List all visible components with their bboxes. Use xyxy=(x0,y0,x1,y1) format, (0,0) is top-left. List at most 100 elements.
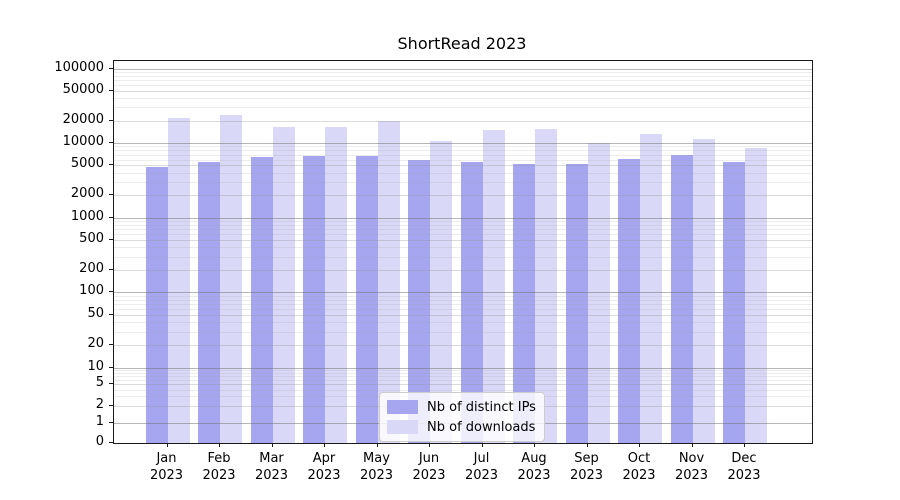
y-tick-label-10000: 10000 xyxy=(62,134,104,149)
y-tick-label-0: 0 xyxy=(95,434,104,449)
gridline-minor-80 xyxy=(114,299,812,301)
y-tick-mark-50 xyxy=(109,313,113,315)
x-tick-mark-aug xyxy=(534,443,535,447)
x-tick-label-apr: Apr 2023 xyxy=(294,450,354,484)
bar-distinct-ips-jul xyxy=(460,162,483,443)
gridline-minor-90 xyxy=(114,295,812,297)
gridline-minor-700 xyxy=(114,229,812,231)
bar-downloads-jul xyxy=(482,129,505,443)
y-tick-label-10: 10 xyxy=(87,358,104,374)
legend-label-downloads: Nb of downloads xyxy=(427,419,536,435)
x-tick-month: Sep xyxy=(574,451,599,466)
gridline-minor-60 xyxy=(114,309,812,311)
gridline-minor-8000 xyxy=(114,150,812,152)
gridline-minor-3000 xyxy=(114,182,812,184)
legend-label-distinct-ips: Nb of distinct IPs xyxy=(427,399,536,415)
gridline-5 xyxy=(114,384,812,386)
x-tick-label-nov: Nov 2023 xyxy=(662,450,722,484)
gridline-minor-600 xyxy=(114,234,812,236)
gridline-500 xyxy=(114,240,812,242)
chart-title: ShortRead 2023 xyxy=(397,34,527,53)
y-tick-label-2: 2 xyxy=(95,397,104,412)
gridline-minor-40000 xyxy=(114,98,812,100)
x-tick-month: Jun xyxy=(418,451,440,466)
y-tick-mark-0 xyxy=(109,442,113,443)
y-tick-mark-5000 xyxy=(109,164,113,166)
bar-downloads-nov xyxy=(692,139,715,443)
y-tick-mark-100 xyxy=(109,291,113,293)
x-tick-mark-feb xyxy=(219,443,220,447)
x-tick-month: Mar xyxy=(259,451,284,466)
x-tick-mark-mar xyxy=(271,443,273,447)
x-tick-year: 2023 xyxy=(674,468,709,483)
x-tick-year: 2023 xyxy=(202,468,236,483)
x-tick-year: 2023 xyxy=(464,468,499,483)
bar-distinct-ips-jun xyxy=(408,159,430,443)
bar-distinct-ips-dec xyxy=(723,162,745,443)
bar-downloads-dec xyxy=(745,148,767,443)
y-tick-label-20: 20 xyxy=(87,336,104,351)
x-tick-label-jul: Jul 2023 xyxy=(452,450,512,484)
y-tick-label-5000: 5000 xyxy=(70,156,104,172)
x-tick-mark-sep xyxy=(586,443,588,447)
gridline-10000 xyxy=(114,143,812,144)
x-tick-month: Nov xyxy=(678,451,705,466)
x-tick-year: 2023 xyxy=(254,468,289,483)
x-tick-year: 2023 xyxy=(359,468,394,483)
gridline-1000 xyxy=(114,217,812,219)
y-tick-mark-500 xyxy=(109,239,113,241)
gridline-minor-900 xyxy=(114,221,812,223)
bar-downloads-aug xyxy=(535,128,557,443)
bar-downloads-oct xyxy=(640,133,662,443)
gridline-minor-70 xyxy=(114,303,812,305)
gridline-minor-60000 xyxy=(114,85,812,87)
y-tick-mark-1000 xyxy=(109,216,113,218)
bar-distinct-ips-oct xyxy=(618,158,640,443)
x-tick-month: Oct xyxy=(627,451,651,466)
y-tick-label-1000: 1000 xyxy=(70,208,104,224)
gridline-minor-30 xyxy=(114,331,812,333)
x-tick-year: 2023 xyxy=(517,468,551,483)
x-tick-label-jun: Jun 2023 xyxy=(399,450,459,484)
bar-distinct-ips-apr xyxy=(303,156,325,443)
gridline-minor-9 xyxy=(114,370,812,372)
y-tick-mark-20000 xyxy=(109,119,113,121)
x-tick-year: 2023 xyxy=(622,468,656,483)
y-tick-label-100: 100 xyxy=(79,283,104,299)
y-tick-label-500: 500 xyxy=(79,231,104,247)
y-tick-mark-2 xyxy=(109,405,113,406)
x-tick-label-dec: Dec 2023 xyxy=(714,450,774,484)
x-tick-label-mar: Mar 2023 xyxy=(242,450,302,484)
x-tick-month: Dec xyxy=(731,451,757,466)
bar-distinct-ips-feb xyxy=(198,162,220,443)
y-tick-mark-5 xyxy=(109,383,113,385)
bar-distinct-ips-aug xyxy=(513,164,535,443)
x-tick-label-sep: Sep 2023 xyxy=(557,450,617,484)
legend: Nb of distinct IPs Nb of downloads xyxy=(379,392,545,442)
x-tick-month: Feb xyxy=(207,451,231,466)
gridline-5000 xyxy=(114,165,812,167)
legend-swatch-downloads xyxy=(387,420,418,434)
gridline-minor-7000 xyxy=(114,154,812,156)
gridline-100000 xyxy=(114,68,812,70)
gridline-50 xyxy=(114,314,812,316)
x-tick-year: 2023 xyxy=(149,468,184,483)
bar-downloads-feb xyxy=(220,114,242,443)
gridline-minor-6000 xyxy=(114,159,812,161)
gridline-minor-400 xyxy=(114,247,812,249)
gridline-2000 xyxy=(114,195,812,197)
y-tick-label-200: 200 xyxy=(79,260,104,276)
gridline-200 xyxy=(114,269,812,271)
y-tick-mark-1 xyxy=(109,421,113,423)
x-tick-mark-nov xyxy=(691,443,693,447)
x-tick-label-feb: Feb 2023 xyxy=(189,450,249,484)
x-tick-mark-jan xyxy=(166,443,168,447)
bar-distinct-ips-jan xyxy=(145,166,168,443)
gridline-minor-70000 xyxy=(114,80,812,82)
gridline-minor-4 xyxy=(114,389,812,391)
bar-downloads-mar xyxy=(272,127,295,443)
y-tick-mark-200 xyxy=(109,268,113,270)
x-tick-mark-dec xyxy=(744,443,745,447)
gridline-10 xyxy=(114,367,812,369)
